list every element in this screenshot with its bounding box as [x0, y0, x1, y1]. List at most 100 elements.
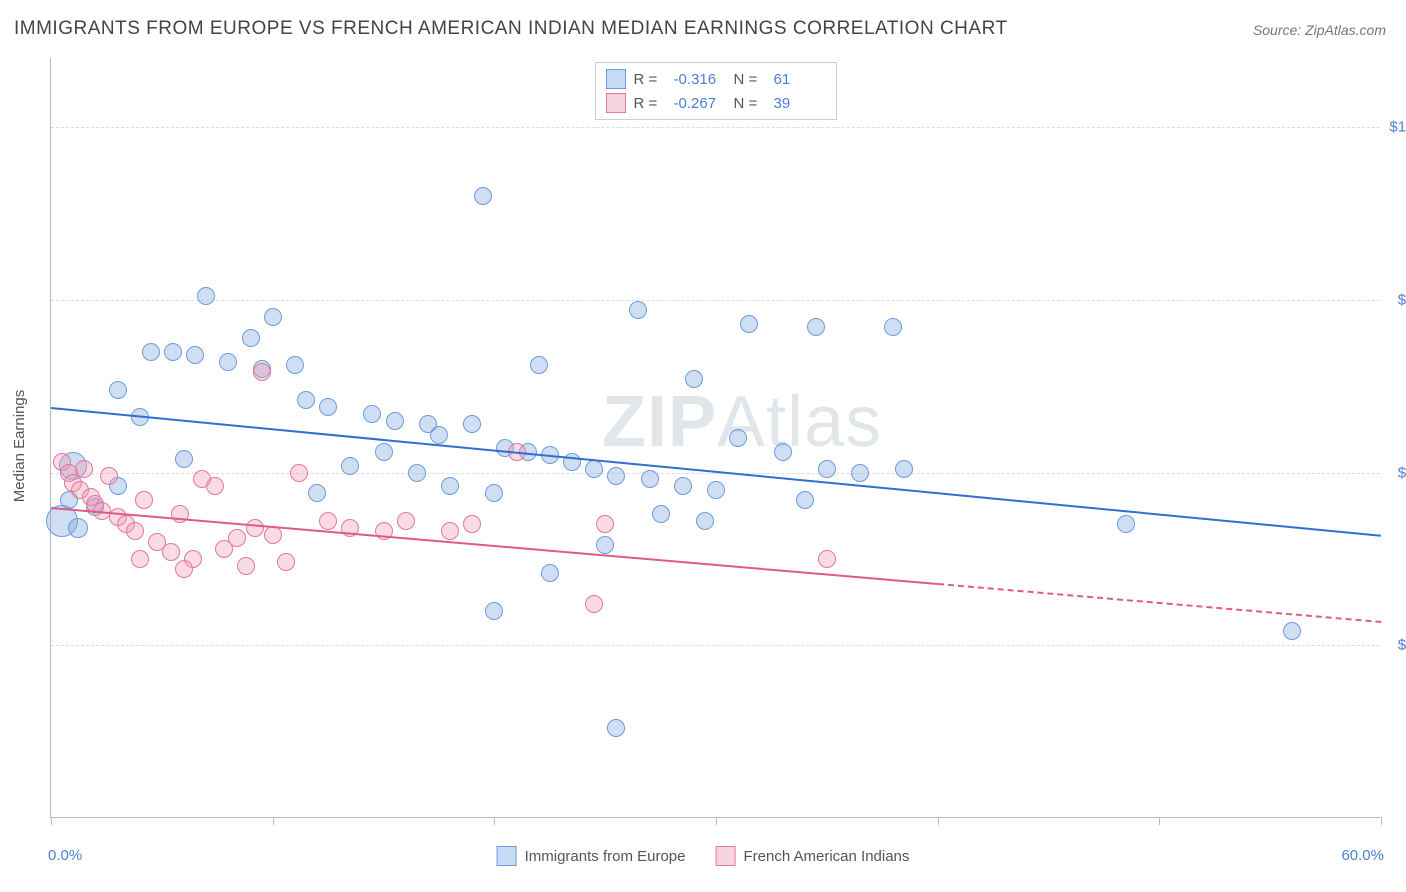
legend-swatch	[715, 846, 735, 866]
data-point	[596, 536, 614, 554]
data-point	[807, 318, 825, 336]
x-tick	[51, 817, 52, 825]
x-axis-min-label: 0.0%	[48, 847, 82, 864]
data-point	[463, 515, 481, 533]
data-point	[729, 429, 747, 447]
data-point	[319, 398, 337, 416]
watermark: ZIPAtlas	[602, 381, 882, 463]
data-point	[242, 329, 260, 347]
data-point	[707, 481, 725, 499]
x-tick	[273, 817, 274, 825]
data-point	[142, 343, 160, 361]
legend-series-item: Immigrants from Europe	[497, 846, 686, 866]
y-tick-label: $75,000	[1398, 291, 1406, 308]
data-point	[674, 477, 692, 495]
data-point	[175, 560, 193, 578]
data-point	[408, 464, 426, 482]
data-point	[286, 356, 304, 374]
legend-r-label: R =	[634, 71, 666, 88]
data-point	[277, 553, 295, 571]
data-point	[463, 415, 481, 433]
data-point	[441, 477, 459, 495]
data-point	[652, 505, 670, 523]
data-point	[818, 550, 836, 568]
data-point	[308, 484, 326, 502]
data-point	[135, 491, 153, 509]
gridline	[51, 645, 1380, 646]
y-tick-label: $25,000	[1398, 637, 1406, 654]
data-point	[186, 346, 204, 364]
y-tick-label: $100,000	[1389, 119, 1406, 136]
data-point	[1117, 515, 1135, 533]
data-point	[109, 381, 127, 399]
data-point	[774, 443, 792, 461]
data-point	[641, 470, 659, 488]
legend-series-label: French American Indians	[743, 848, 909, 865]
data-point	[246, 519, 264, 537]
data-point	[629, 301, 647, 319]
data-point	[596, 515, 614, 533]
gridline	[51, 127, 1380, 128]
data-point	[219, 353, 237, 371]
x-tick	[1159, 817, 1160, 825]
data-point	[75, 460, 93, 478]
data-point	[884, 318, 902, 336]
data-point	[68, 518, 88, 538]
data-point	[197, 287, 215, 305]
data-point	[386, 412, 404, 430]
trend-line	[938, 583, 1381, 623]
legend-r-label: R =	[634, 95, 666, 112]
legend-series-label: Immigrants from Europe	[525, 848, 686, 865]
data-point	[541, 564, 559, 582]
x-tick	[1381, 817, 1382, 825]
data-point	[585, 460, 603, 478]
data-point	[162, 543, 180, 561]
data-point	[485, 602, 503, 620]
data-point	[397, 512, 415, 530]
x-tick	[494, 817, 495, 825]
data-point	[297, 391, 315, 409]
legend-swatch	[606, 69, 626, 89]
data-point	[685, 370, 703, 388]
data-point	[375, 443, 393, 461]
y-axis-title: Median Earnings	[11, 390, 28, 503]
legend-swatch	[497, 846, 517, 866]
legend-row: R =-0.316N =61	[606, 67, 826, 91]
watermark-bold: ZIP	[602, 382, 717, 462]
data-point	[441, 522, 459, 540]
data-point	[585, 595, 603, 613]
data-point	[126, 522, 144, 540]
data-point	[851, 464, 869, 482]
x-tick	[938, 817, 939, 825]
data-point	[474, 187, 492, 205]
data-point	[253, 363, 271, 381]
data-point	[206, 477, 224, 495]
data-point	[796, 491, 814, 509]
data-point	[228, 529, 246, 547]
legend-n-label: N =	[734, 95, 766, 112]
data-point	[607, 467, 625, 485]
gridline	[51, 300, 1380, 301]
legend-swatch	[606, 93, 626, 113]
data-point	[290, 464, 308, 482]
y-tick-label: $50,000	[1398, 464, 1406, 481]
data-point	[818, 460, 836, 478]
data-point	[485, 484, 503, 502]
x-axis-max-label: 60.0%	[1341, 847, 1384, 864]
legend-n-value: 61	[774, 71, 826, 88]
legend-series-item: French American Indians	[715, 846, 909, 866]
data-point	[696, 512, 714, 530]
data-point	[175, 450, 193, 468]
legend-n-label: N =	[734, 71, 766, 88]
legend-row: R = -0.267 N = 39	[606, 91, 826, 115]
source-label: Source: ZipAtlas.com	[1253, 22, 1386, 38]
data-point	[363, 405, 381, 423]
legend-n-value: 39	[774, 95, 826, 112]
data-point	[319, 512, 337, 530]
legend-series: Immigrants from Europe French American In…	[497, 846, 910, 866]
data-point	[895, 460, 913, 478]
data-point	[530, 356, 548, 374]
plot-area: R =-0.316N =61R =-0.267N =39 ZIPAtlas $2…	[50, 58, 1380, 818]
x-tick	[716, 817, 717, 825]
legend-r-value: -0.267	[674, 95, 726, 112]
